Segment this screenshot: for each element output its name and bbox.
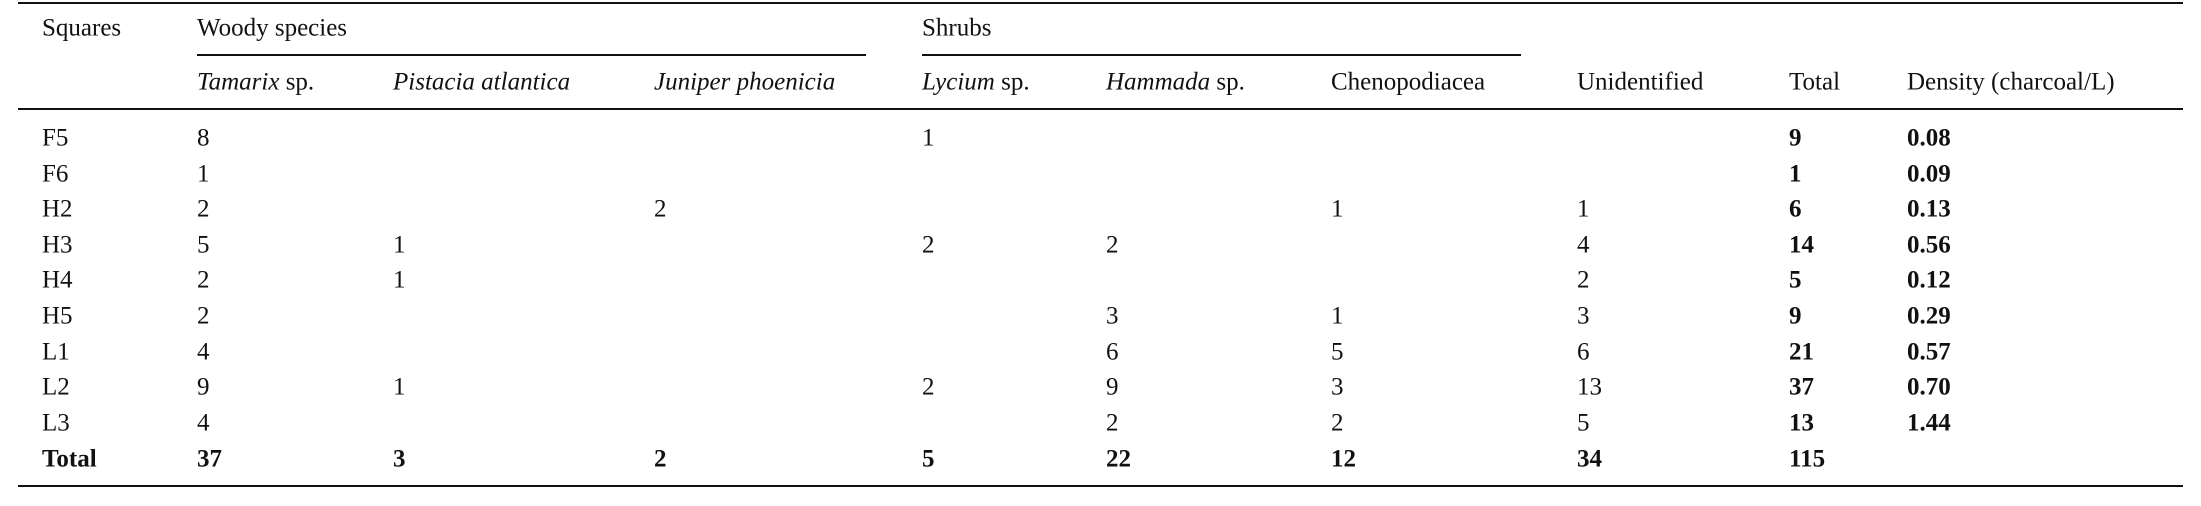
column-header: Lycium sp. — [922, 70, 1030, 95]
header-segment: Chenopodiacea — [1331, 68, 1486, 96]
column-header: Unidentified — [1577, 70, 1703, 95]
cell: 2 — [197, 266, 210, 294]
cell: 0.09 — [1907, 160, 1951, 188]
cell: 9 — [1789, 302, 1802, 330]
cell: 6 — [1577, 338, 1590, 366]
stub-header: Squares — [42, 14, 122, 42]
row-label: L1 — [42, 338, 70, 366]
cell: 1 — [1789, 160, 1802, 188]
cell: 2 — [197, 195, 210, 223]
row-label: F6 — [42, 160, 69, 188]
cell: 1 — [393, 266, 406, 294]
bottom-rule — [18, 485, 2183, 487]
column-header: Hammada sp. — [1106, 70, 1245, 95]
cell: 2 — [1106, 231, 1119, 259]
cell: 0.57 — [1907, 338, 1951, 366]
cell: 3 — [1577, 302, 1590, 330]
row-label: H5 — [42, 302, 73, 330]
cell: 0.70 — [1907, 373, 1951, 401]
header-segment: Unidentified — [1577, 68, 1704, 96]
cell: 1 — [197, 160, 210, 188]
header-segment: Pistacia atlantica — [393, 68, 571, 96]
cell: 5 — [1331, 338, 1344, 366]
row-label: H3 — [42, 231, 73, 259]
row-label: F5 — [42, 124, 69, 152]
group-header: Woody species — [197, 14, 348, 42]
cell: 5 — [1789, 266, 1802, 294]
total-cell: 115 — [1789, 445, 1826, 473]
group-header: Shrubs — [922, 14, 992, 42]
cell: 1 — [393, 373, 406, 401]
cell: 13 — [1577, 373, 1602, 401]
row-label: H2 — [42, 195, 73, 223]
column-header: Chenopodiacea — [1331, 70, 1485, 95]
row-label: H4 — [42, 266, 73, 294]
cell: 6 — [1789, 195, 1802, 223]
cell: 13 — [1789, 409, 1814, 437]
total-cell: 22 — [1106, 445, 1131, 473]
cell: 5 — [1577, 409, 1590, 437]
row-label: L2 — [42, 373, 70, 401]
cell: 0.13 — [1907, 195, 1951, 223]
cell: 0.08 — [1907, 124, 1951, 152]
cell: 37 — [1789, 373, 1814, 401]
header-segment: sp. — [1216, 68, 1245, 96]
total-cell: 34 — [1577, 445, 1602, 473]
header-rule — [18, 108, 2183, 110]
cell: 5 — [197, 231, 210, 259]
header-segment: sp. — [1001, 68, 1030, 96]
total-cell: 2 — [654, 445, 667, 473]
cell: 14 — [1789, 231, 1814, 259]
column-header: Tamarix sp. — [197, 70, 314, 95]
cell: 2 — [197, 302, 210, 330]
cell: 8 — [197, 124, 210, 152]
header-segment: Hammada — [1106, 68, 1211, 96]
cell: 1 — [1331, 195, 1344, 223]
cell: 0.12 — [1907, 266, 1951, 294]
cell: 2 — [1577, 266, 1590, 294]
total-cell: 3 — [393, 445, 406, 473]
total-cell: 5 — [922, 445, 935, 473]
cell: 4 — [197, 338, 210, 366]
cell: 3 — [1331, 373, 1344, 401]
header-segment: Juniper phoenicia — [654, 68, 836, 96]
cell: 2 — [922, 231, 935, 259]
top-rule — [18, 2, 2183, 4]
header-segment: Tamarix — [197, 68, 280, 96]
cell: 9 — [1789, 124, 1802, 152]
cell: 0.29 — [1907, 302, 1951, 330]
column-header: Density (charcoal/L) — [1907, 70, 2115, 95]
cell: 1 — [922, 124, 935, 152]
cell: 3 — [1106, 302, 1119, 330]
total-label: Total — [42, 445, 97, 473]
cell: 1 — [393, 231, 406, 259]
cell: 2 — [1106, 409, 1119, 437]
cell: 4 — [1577, 231, 1590, 259]
group-rule — [197, 54, 866, 56]
group-rule — [922, 54, 1521, 56]
cell: 21 — [1789, 338, 1814, 366]
column-header: Total — [1789, 70, 1840, 95]
cell: 2 — [654, 195, 667, 223]
header-segment: Lycium — [922, 68, 995, 96]
cell: 1 — [1331, 302, 1344, 330]
total-cell: 37 — [197, 445, 222, 473]
cell: 6 — [1106, 338, 1119, 366]
total-cell: 12 — [1331, 445, 1356, 473]
cell: 0.56 — [1907, 231, 1951, 259]
cell: 4 — [197, 409, 210, 437]
cell: 2 — [1331, 409, 1344, 437]
cell: 2 — [922, 373, 935, 401]
cell: 9 — [197, 373, 210, 401]
header-segment: Total — [1789, 68, 1841, 96]
cell: 9 — [1106, 373, 1119, 401]
cell: 1.44 — [1907, 409, 1951, 437]
row-label: L3 — [42, 409, 70, 437]
column-header: Pistacia atlantica — [393, 70, 570, 95]
header-segment: Density (charcoal/L) — [1907, 68, 2115, 96]
header-segment: sp. — [285, 68, 315, 96]
column-header: Juniper phoenicia — [654, 70, 835, 95]
cell: 1 — [1577, 195, 1590, 223]
